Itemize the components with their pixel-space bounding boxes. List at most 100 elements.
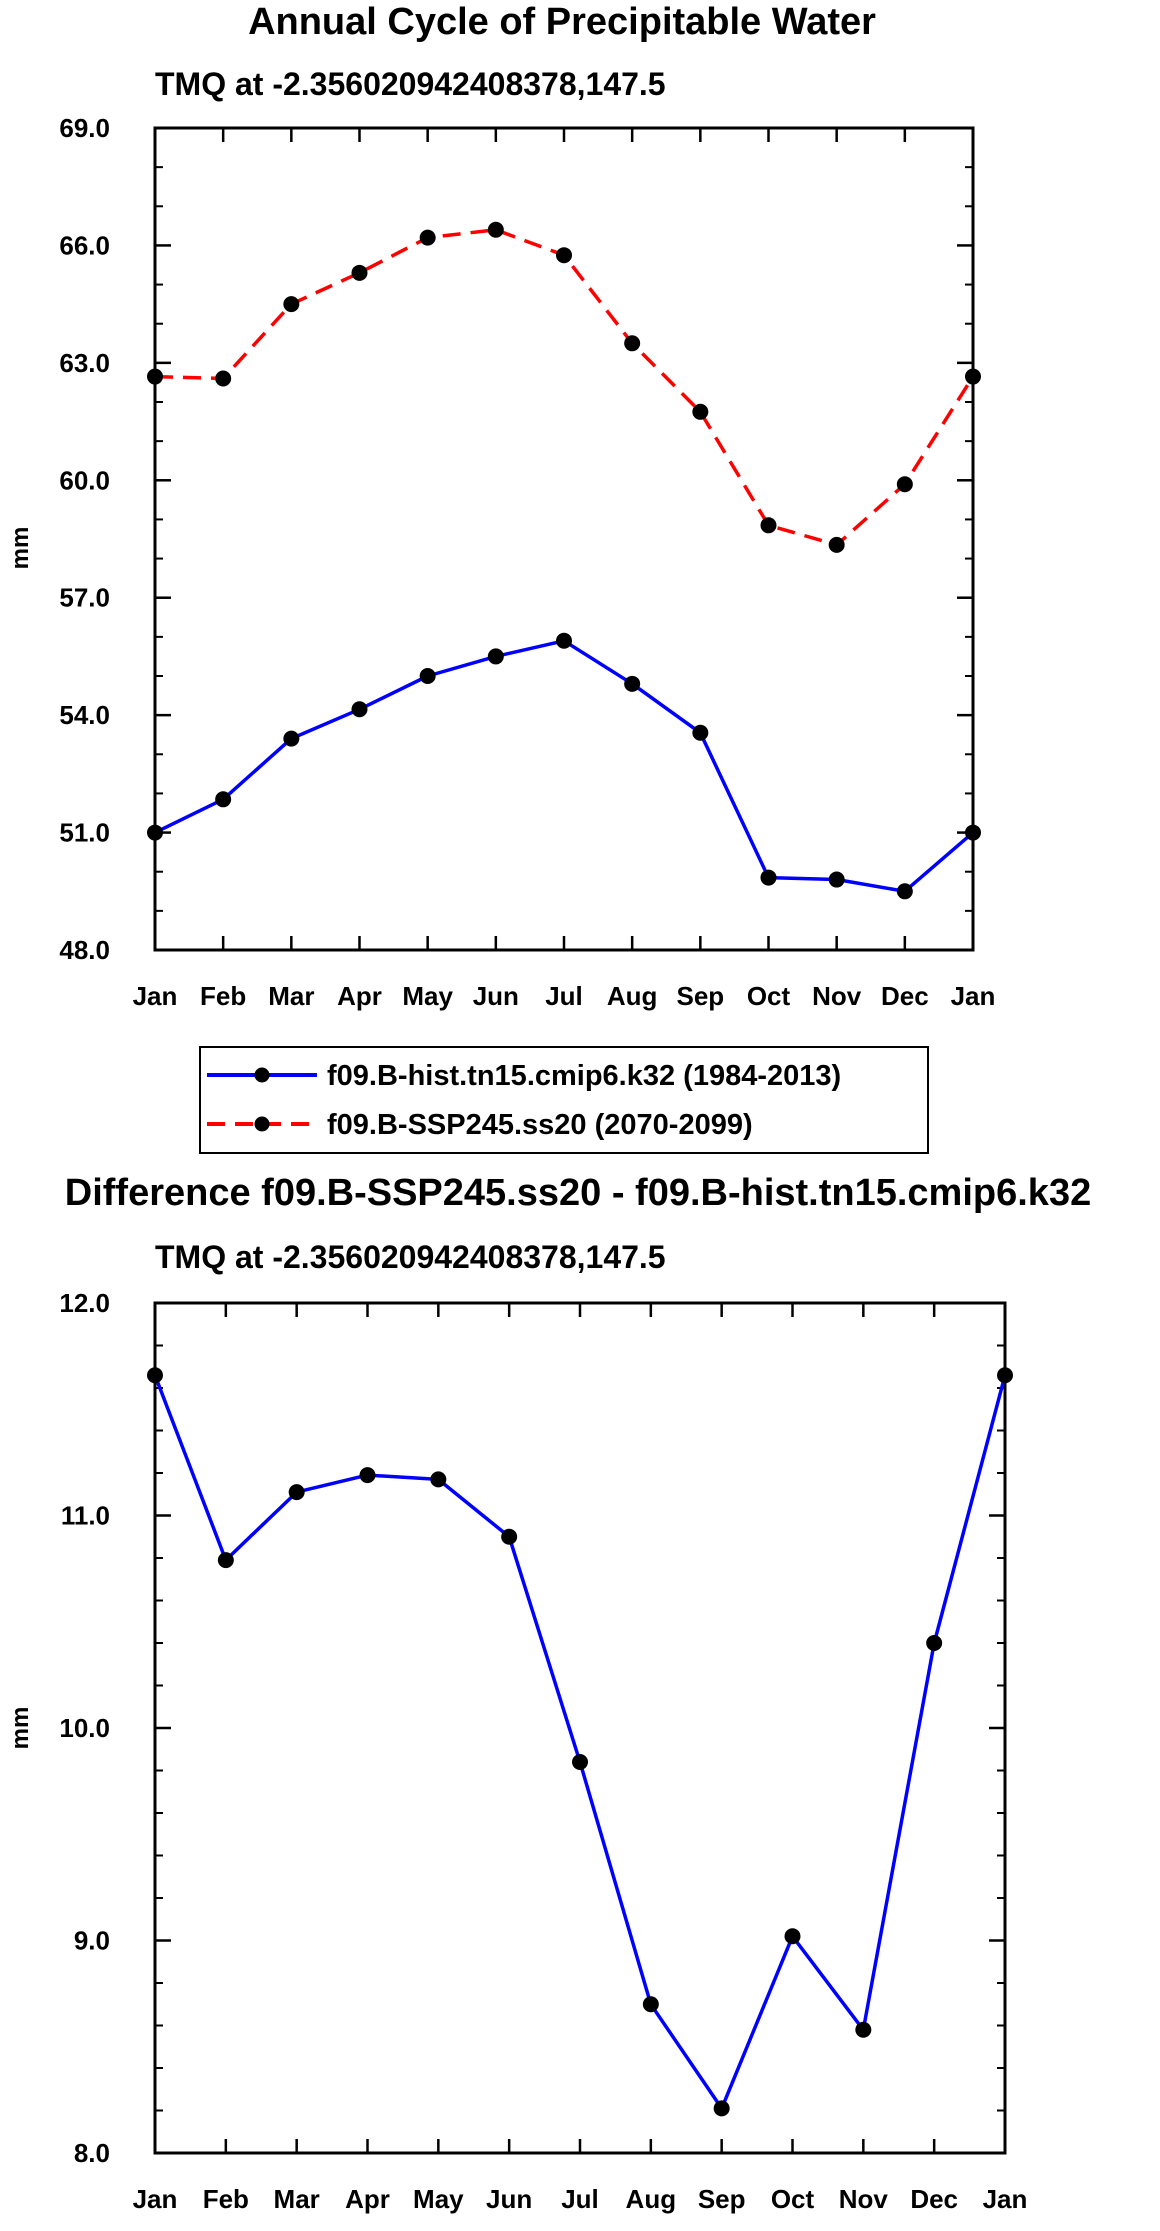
precipitable-water-chart: Annual Cycle of Precipitable Water TMQ a… (7, 1, 995, 1011)
y-tick-label: 8.0 (74, 2138, 110, 2168)
x-tick-label: Mar (268, 981, 314, 1011)
y-tick-label: 10.0 (59, 1713, 110, 1743)
x-tick-label: Mar (274, 2184, 320, 2214)
data-point (487, 648, 504, 665)
x-tick-label: Jan (951, 981, 996, 1011)
x-tick-label: Oct (771, 2184, 815, 2214)
data-point (855, 2021, 872, 2038)
y-tick-label: 63.0 (59, 348, 110, 378)
data-point (283, 730, 300, 747)
data-point (692, 724, 709, 741)
data-point (926, 1635, 943, 1651)
chart-subtitle: TMQ at -2.356020942408378,147.5 (155, 1239, 666, 1275)
x-tick-label: Jan (983, 2184, 1028, 2214)
x-tick-label: Jul (561, 2184, 599, 2214)
x-tick-label: Oct (747, 981, 791, 1011)
data-point (828, 536, 845, 553)
chart-subtitle: TMQ at -2.356020942408378,147.5 (155, 66, 666, 102)
x-tick-label: Dec (910, 2184, 958, 2214)
x-tick-label: Sep (698, 2184, 746, 2214)
series-line-1 (154, 228, 975, 547)
difference-chart: Difference f09.B-SSP245.ss20 - f09.B-his… (7, 1172, 1091, 2214)
data-point (760, 517, 777, 534)
legend-entry-hist: f09.B-hist.tn15.cmip6.k32 (1984-2013) (207, 1060, 841, 1092)
x-tick-label: May (413, 2184, 464, 2214)
axes-frame: Jan Feb Mar Apr May Jun Jul Aug Sep Oct Nov Dec Jan 8… (59, 1288, 1027, 2214)
x-tick-label: Dec (881, 981, 929, 1011)
data-point (997, 1367, 1013, 1384)
legend-box (199, 1046, 929, 1154)
x-tick-label: May (402, 981, 453, 1011)
x-tick-label: Jan (133, 2184, 178, 2214)
x-tick-label: Apr (345, 2184, 390, 2214)
data-point (359, 1467, 376, 1484)
data-point (896, 476, 913, 493)
legend: f09.B-hist.tn15.cmip6.k32 (1984-2013) f0… (199, 1046, 929, 1154)
y-tick-label: 12.0 (59, 1288, 110, 1318)
x-tick-label: Aug (626, 2184, 677, 2214)
y-axis-label: mm (7, 1707, 34, 1750)
data-point (217, 1552, 234, 1569)
data-point (419, 229, 436, 246)
series-line-0 (153, 1374, 1007, 2111)
x-tick-label: Feb (203, 2184, 249, 2214)
data-point (501, 1528, 518, 1545)
data-point (828, 871, 845, 888)
chart-title: Difference f09.B-SSP245.ss20 - f09.B-his… (65, 1172, 1091, 1214)
x-tick-label: Apr (337, 981, 382, 1011)
x-tick-label: Jun (473, 981, 519, 1011)
data-point (784, 1928, 801, 1945)
x-tick-label: Sep (676, 981, 724, 1011)
data-point (288, 1484, 305, 1501)
series-line-0 (154, 639, 975, 894)
data-point (147, 1367, 163, 1384)
x-tick-label: Feb (200, 981, 246, 1011)
data-point (713, 2100, 730, 2117)
data-point (760, 869, 777, 886)
y-tick-label: 57.0 (59, 583, 110, 613)
axes-frame: Jan Feb Mar Apr May Jun Jul Aug Sep Oct Nov Dec Jan 4… (59, 113, 995, 1011)
y-tick-label: 9.0 (74, 1926, 110, 1956)
series-layer (147, 221, 981, 900)
x-tick-label: Jan (133, 981, 178, 1011)
legend-marker-hist (254, 1067, 270, 1083)
data-point (556, 632, 572, 649)
y-tick-label: 48.0 (59, 935, 110, 965)
data-point (215, 791, 232, 808)
data-point (215, 370, 232, 387)
y-tick-label: 11.0 (61, 1501, 110, 1531)
data-point (624, 335, 641, 352)
x-tick-label: Aug (607, 981, 658, 1011)
data-point (419, 668, 436, 684)
data-point (351, 264, 368, 281)
data-point (351, 701, 368, 718)
legend-entry-ssp: f09.B-SSP245.ss20 (2070-2099) (207, 1109, 753, 1141)
data-point (642, 1996, 659, 2013)
y-tick-label: 51.0 (59, 818, 110, 848)
plot-frame (153, 1301, 1007, 2155)
y-tick-label: 54.0 (59, 700, 110, 730)
y-tick-label: 66.0 (59, 230, 110, 260)
data-point (896, 883, 913, 900)
data-point (965, 368, 981, 385)
legend-label-hist: f09.B-hist.tn15.cmip6.k32 (1984-2013) (327, 1060, 841, 1092)
series-layer (147, 1367, 1013, 2117)
x-tick-label: Jul (545, 981, 583, 1011)
y-axis-label: mm (7, 527, 34, 570)
chart-title: Annual Cycle of Precipitable Water (248, 1, 876, 43)
data-point (692, 403, 709, 420)
y-tick-label: 60.0 (59, 465, 110, 495)
x-tick-label: Jun (486, 2184, 532, 2214)
data-point (624, 675, 641, 692)
data-point (147, 824, 163, 841)
data-point (487, 221, 504, 238)
x-tick-label: Nov (839, 2184, 889, 2214)
data-point (147, 368, 163, 385)
data-point (556, 247, 572, 264)
y-tick-label: 69.0 (59, 113, 110, 143)
x-tick-label: Nov (812, 981, 862, 1011)
legend-marker-ssp (254, 1116, 270, 1132)
legend-label-ssp: f09.B-SSP245.ss20 (2070-2099) (327, 1109, 753, 1141)
data-point (572, 1754, 588, 1770)
